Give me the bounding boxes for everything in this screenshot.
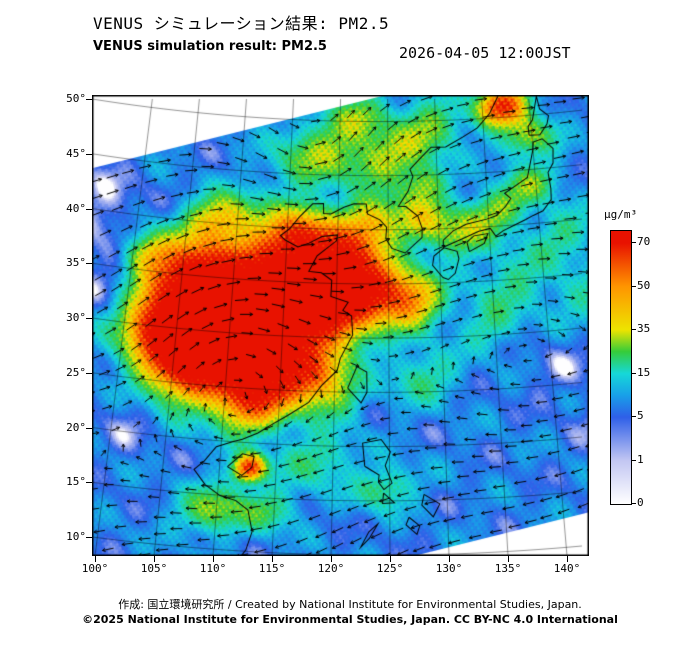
lon-tick-label: 120° — [317, 562, 345, 575]
lat-tick-label: 50° — [66, 92, 86, 105]
colorbar-tick-mark — [632, 242, 636, 243]
lat-tick-label: 20° — [66, 420, 86, 434]
lon-tick-label: 110° — [199, 562, 227, 575]
colorbar-tick-label: 1 — [637, 452, 644, 466]
colorbar-tick-label: 5 — [637, 409, 644, 422]
lat-tick-label: 40° — [66, 201, 86, 215]
lat-tick-label: 15° — [66, 475, 86, 489]
colorbar-tick-label: 0 — [637, 496, 644, 509]
colorbar-unit-label: µg/m³ — [604, 208, 638, 221]
colorbar-tick-mark — [632, 503, 636, 504]
colorbar — [610, 230, 632, 505]
lon-tick-mark — [272, 556, 273, 562]
pm25-map-canvas — [92, 95, 589, 556]
lon-tick-label: 130° — [435, 562, 463, 575]
colorbar-tick-label: 50 — [637, 278, 651, 292]
lat-tick-label: 30° — [66, 311, 86, 324]
lat-tick-mark — [86, 153, 92, 155]
colorbar-tick-mark — [632, 372, 636, 374]
colorbar-tick-label: 35 — [637, 322, 651, 335]
lat-tick-label: 25° — [66, 365, 86, 379]
lon-tick-label: 100° — [81, 562, 109, 575]
lat-tick-mark — [86, 318, 92, 319]
colorbar-tick-label: 15 — [637, 365, 651, 379]
copyright-line: ©2025 National Institute for Environment… — [82, 613, 618, 626]
lon-tick-label: 140° — [553, 562, 581, 575]
lon-tick-mark — [95, 556, 96, 562]
lat-tick-mark — [86, 537, 92, 538]
lon-tick-mark — [390, 556, 391, 562]
colorbar-tick-mark — [632, 285, 636, 287]
colorbar-tick-mark — [632, 329, 636, 330]
lat-tick-mark — [86, 482, 92, 484]
lat-tick-label: 45° — [66, 146, 86, 160]
lat-tick-mark — [86, 372, 92, 374]
lat-tick-mark — [86, 99, 92, 100]
lon-tick-mark — [213, 556, 214, 562]
lon-tick-label: 125° — [376, 562, 404, 575]
simulation-datetime: 2026-04-05 12:00JST — [399, 44, 571, 62]
lat-tick-label: 10° — [66, 530, 86, 543]
page-title-english: VENUS simulation result: PM2.5 — [93, 39, 327, 54]
lon-tick-mark — [449, 556, 450, 562]
credit-line: 作成: 国立環境研究所 / Created by National Instit… — [118, 598, 582, 611]
colorbar-tick-label: 70 — [637, 235, 651, 248]
page-title-japanese: VENUS シミュレーション結果: PM2.5 — [93, 14, 390, 33]
lon-tick-label: 115° — [258, 562, 286, 575]
colorbar-gradient — [611, 231, 631, 504]
colorbar-tick-mark — [632, 459, 636, 461]
lat-tick-mark — [86, 427, 92, 429]
colorbar-tick-mark — [632, 416, 636, 417]
lon-tick-mark — [567, 556, 568, 562]
lat-tick-label: 35° — [66, 256, 86, 270]
lon-tick-label: 105° — [140, 562, 168, 575]
lon-tick-label: 135° — [494, 562, 522, 575]
lon-tick-mark — [154, 556, 155, 562]
lon-tick-mark — [508, 556, 509, 562]
lat-tick-mark — [86, 208, 92, 210]
lat-tick-mark — [86, 263, 92, 265]
lon-tick-mark — [331, 556, 332, 562]
